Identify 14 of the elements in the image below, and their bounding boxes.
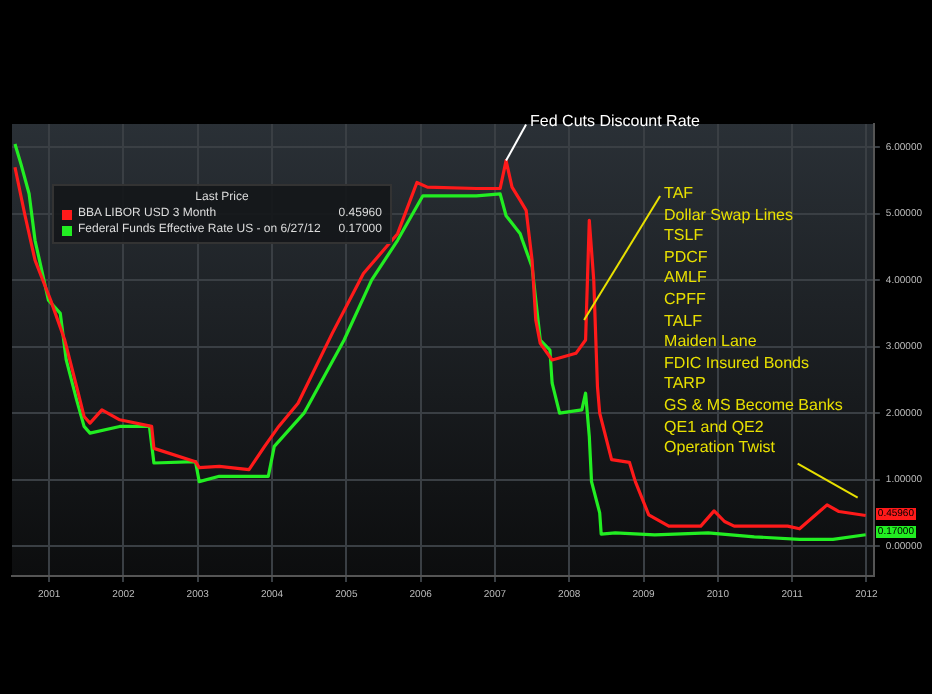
annotation: TSLF [664,226,704,248]
annotation: TAF [664,184,694,206]
annotation: PDCF [664,247,708,269]
annotation: FDIC Insured Bonds [664,353,810,375]
annotation: AMLF [664,268,707,291]
annotation: TALF [664,311,702,333]
annotation: Operation Twist [664,438,775,460]
annotation: Fed Cuts Discount Rate [530,112,700,134]
annotation: QE1 and QE2 [664,417,764,439]
annotation: Maiden Lane [664,332,757,354]
annotation: CPFF [664,290,706,312]
annotation: TARP [664,374,706,397]
annotation: GS & MS Become Banks [664,396,843,418]
annotation: Dollar Swap Lines [664,205,794,227]
